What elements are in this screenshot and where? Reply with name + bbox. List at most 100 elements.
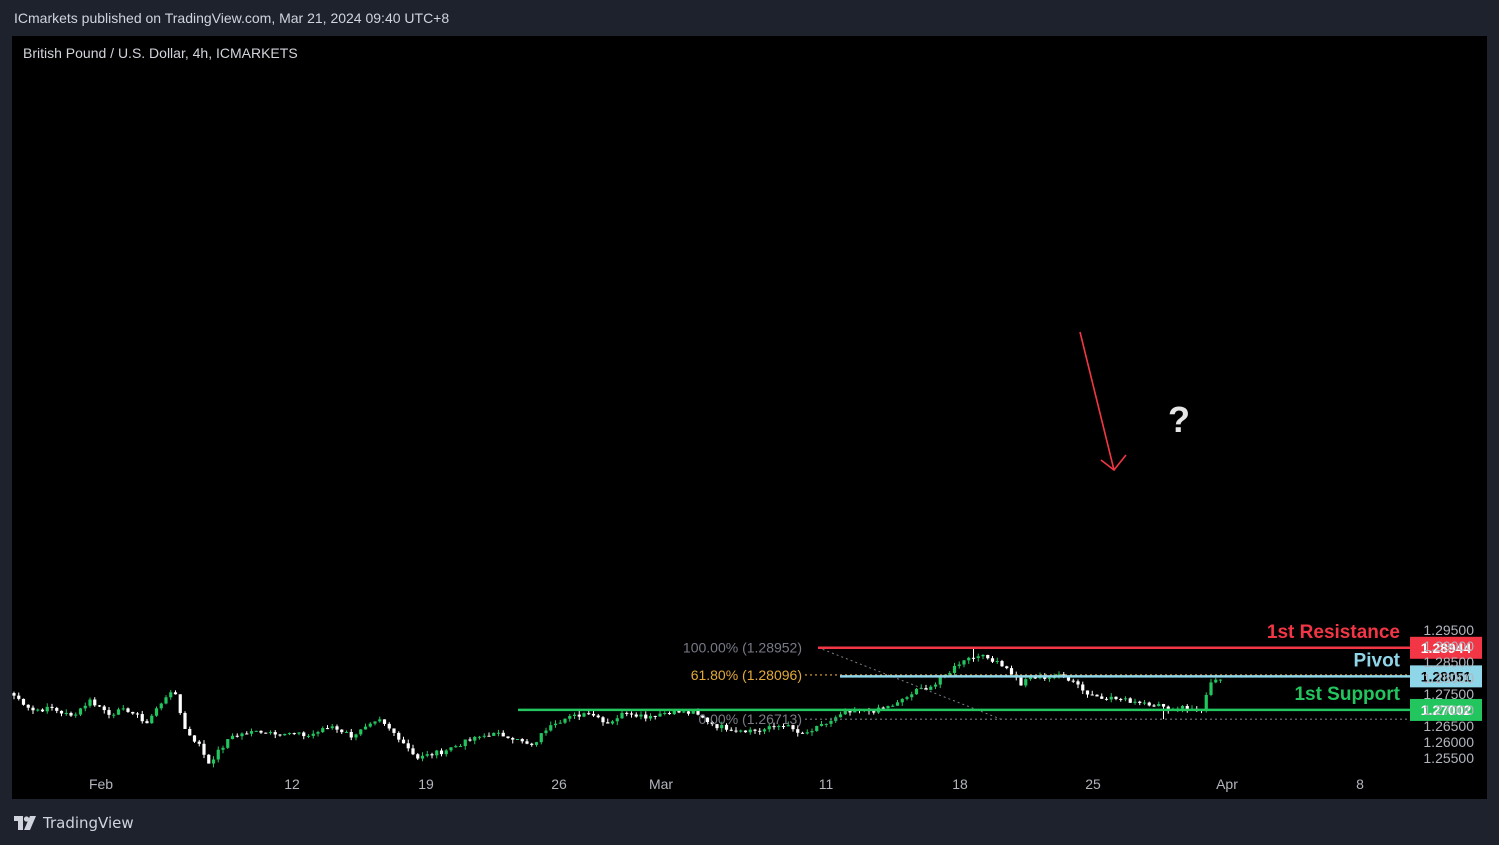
price-tick-label: 1.29500 <box>1423 622 1474 638</box>
candle-body <box>663 712 667 714</box>
candle-body <box>952 665 957 673</box>
candle-body <box>45 706 49 712</box>
time-tick-label: 19 <box>418 776 434 792</box>
candle-body <box>995 660 999 662</box>
candle-body <box>1104 698 1109 700</box>
candle-body <box>800 732 805 734</box>
forecast-arrow-head <box>1100 454 1127 472</box>
candle-body <box>36 709 40 711</box>
candle-body <box>416 754 420 759</box>
candle-body <box>1157 704 1161 707</box>
candle-body <box>596 715 600 718</box>
candle-body <box>116 709 121 715</box>
candle-body <box>824 723 828 725</box>
time-tick-label: Mar <box>649 776 673 792</box>
candle-body <box>340 729 344 733</box>
candle-body <box>226 739 230 748</box>
candle-body <box>363 726 368 730</box>
candle-body <box>240 733 244 737</box>
candle-body <box>387 723 391 729</box>
candle-body <box>929 686 933 690</box>
candle-body <box>1109 696 1113 700</box>
candle-body <box>530 743 534 745</box>
candle-body <box>145 721 149 724</box>
candle-body <box>1028 677 1033 680</box>
price-tick-label: 1.27500 <box>1423 686 1474 702</box>
candle-body <box>810 731 814 733</box>
candle-body <box>1128 698 1132 703</box>
price-tick-label: 1.26500 <box>1423 718 1474 734</box>
candle-body <box>1085 690 1090 695</box>
candle-body <box>910 694 914 698</box>
candle-body <box>515 739 520 741</box>
candle-body <box>919 688 923 690</box>
candle-body <box>1214 679 1218 683</box>
candle-body <box>411 748 415 755</box>
candle-body <box>563 718 567 723</box>
candle-body <box>838 714 843 718</box>
candle-body <box>629 713 634 715</box>
candle-body <box>957 664 961 666</box>
candle-body <box>577 714 581 717</box>
candle-body <box>69 712 73 716</box>
candle-body <box>202 743 206 755</box>
time-tick-label: 26 <box>551 776 567 792</box>
header-bar: ICmarkets published on TradingView.com, … <box>0 0 1499 36</box>
time-tick-label: 25 <box>1085 776 1101 792</box>
candle-body <box>815 726 819 732</box>
candles-layer <box>12 647 1223 768</box>
price-axis[interactable]: 1.255001.260001.265001.270001.275001.280… <box>1423 622 1474 766</box>
candle-body <box>359 729 363 735</box>
level-price-label: 1.28944 <box>1421 640 1472 656</box>
candle-body <box>553 723 558 726</box>
forecast-arrow <box>1079 331 1115 471</box>
candle-body <box>178 694 182 713</box>
candle-body <box>221 747 225 750</box>
candle-body <box>354 734 358 738</box>
candle-body <box>1000 660 1004 667</box>
candle-body <box>382 719 387 724</box>
level-price-label: 1.28051 <box>1421 668 1472 684</box>
candle-body <box>981 654 985 657</box>
time-tick-label: 12 <box>284 776 300 792</box>
candle-body <box>169 692 173 698</box>
candle-body <box>121 708 125 710</box>
time-tick-label: 11 <box>819 776 834 792</box>
candle-body <box>245 733 249 735</box>
candle-body <box>933 684 938 687</box>
candle-body <box>335 726 339 730</box>
candle-body <box>653 715 657 717</box>
candle-body <box>26 704 30 708</box>
candle-body <box>235 735 239 737</box>
candle-body <box>900 698 904 703</box>
candle-body <box>781 726 786 728</box>
candle-body <box>112 714 116 716</box>
time-axis[interactable]: Feb 12 19 26 Mar 11 18 25 Apr 8 <box>89 776 1364 792</box>
candle-body <box>83 705 87 709</box>
candle-body <box>591 713 596 716</box>
tradingview-logo[interactable]: TradingView <box>14 814 134 832</box>
candle-body <box>344 731 349 733</box>
candle-body <box>59 710 64 714</box>
candle-body <box>511 738 515 740</box>
candle-body <box>534 742 539 745</box>
candle-body <box>976 656 980 659</box>
candle-body <box>905 697 909 699</box>
level-price-badge <box>1410 636 1482 659</box>
candle-body <box>691 710 695 714</box>
candle-body <box>93 699 97 706</box>
candle-body <box>819 724 824 727</box>
overlays-layer: 100.00% (1.28952) 61.80% (1.28096) 0.00% (… <box>518 331 1482 727</box>
price-tick-label: 1.27000 <box>1423 702 1474 718</box>
candle-body <box>140 714 144 722</box>
candle-body <box>192 735 197 742</box>
candle-body <box>292 733 296 735</box>
candle-body <box>435 750 439 756</box>
candle-body <box>667 712 672 715</box>
candle-body <box>55 707 59 711</box>
candle-body <box>102 706 106 711</box>
candle-body <box>1076 681 1080 685</box>
candle-body <box>311 733 315 736</box>
candle-body <box>150 715 154 724</box>
